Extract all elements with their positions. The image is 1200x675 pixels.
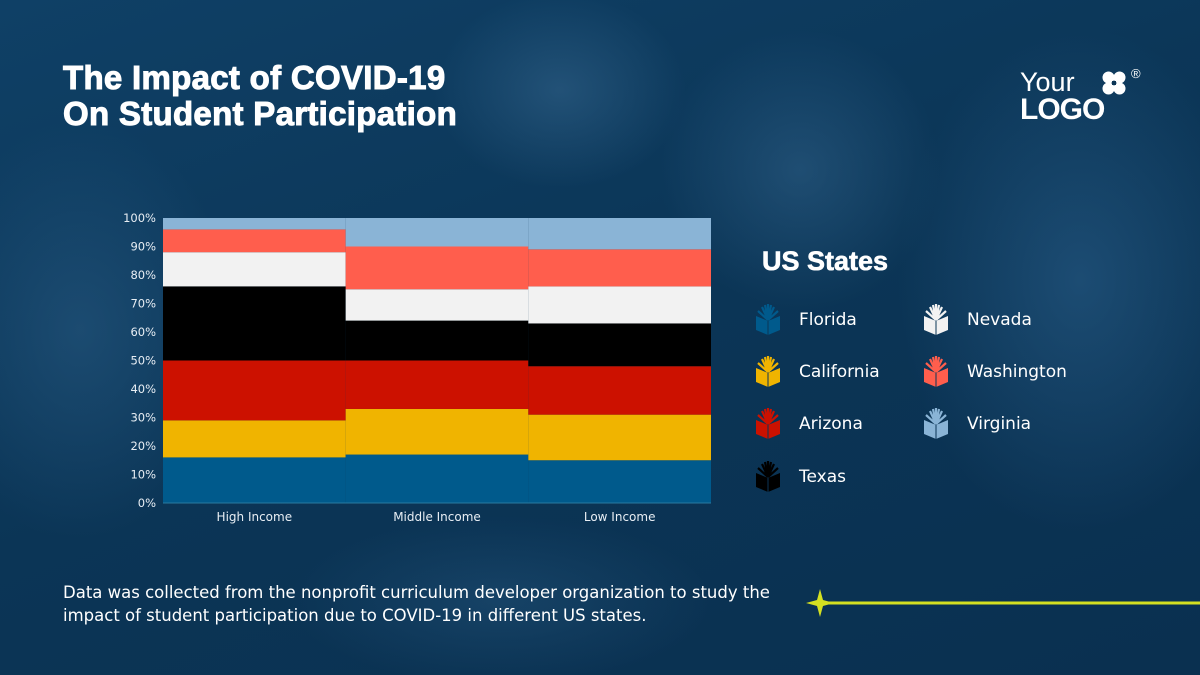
title-line-2: On Student Participation [62,95,458,132]
book-icon [924,408,948,439]
y-tick-label: 40% [130,382,156,396]
y-tick-label: 50% [130,354,156,368]
legend-label: Washington [967,362,1067,382]
legend-label: Nevada [967,310,1032,330]
registered-mark: ® [1131,66,1141,81]
logo: Your LOGO ® [1020,66,1141,126]
bar-segment-washington [345,246,529,290]
book-icon [924,304,948,335]
book-icon [756,356,780,387]
page-title: The Impact of COVID-19 On Student Partic… [62,59,458,132]
bar-segment-florida [345,454,529,503]
legend-item-virginia: Virginia [921,408,1031,440]
legend-item-texas: Texas [753,461,846,493]
legend-title: US States [762,246,889,277]
legend-item-nevada: Nevada [921,304,1032,336]
bar-segment-virginia [528,218,711,250]
bar-segment-texas [528,323,711,367]
legend-label: Arizona [799,414,863,434]
x-tick-label: Low Income [584,510,656,524]
bar-segment-virginia [163,218,346,230]
legend-label: Florida [799,310,857,330]
legend-label: Texas [799,467,846,487]
y-tick-label: 20% [130,439,156,453]
logo-line-1: Your [1020,67,1075,97]
y-tick-label: 30% [130,411,156,425]
legend-label: Virginia [967,414,1032,434]
bar-segment-florida [163,457,346,503]
bar-segment-california [345,408,529,455]
legend-item-florida: Florida [753,304,857,336]
bar-segment-arizona [528,366,711,415]
bar-segment-florida [528,460,711,503]
bar-segment-virginia [345,218,529,247]
legend-item-california: California [753,356,880,388]
book-icon [756,304,780,335]
bar-segment-washington [163,229,346,253]
y-tick-label: 60% [130,325,156,339]
bar-segment-washington [528,249,711,287]
footer-note: Data was collected from the nonprofit cu… [63,583,770,625]
y-tick-label: 100% [123,211,156,225]
bar-segment-nevada [528,286,711,324]
y-tick-label: 90% [130,240,156,254]
legend-item-arizona: Arizona [753,408,863,440]
book-icon [756,461,780,492]
legend-item-washington: Washington [921,356,1067,388]
y-tick-label: 0% [138,496,156,510]
legend-label: California [799,362,880,382]
x-tick-label: High Income [217,510,293,524]
book-icon [924,356,948,387]
bar-segment-arizona [345,360,529,409]
bar-segment-california [163,420,346,458]
y-tick-label: 70% [130,297,156,311]
star-line-decoration [806,589,1200,617]
book-icon [756,408,780,439]
bar-segment-texas [345,320,529,361]
logo-mark-icon [1102,71,1126,95]
x-tick-label: Middle Income [393,510,481,524]
y-tick-label: 10% [130,468,156,482]
title-line-1: The Impact of COVID-19 [62,59,446,96]
logo-line-2: LOGO [1020,93,1105,126]
bar-segment-nevada [345,289,529,321]
bar-segment-texas [163,286,346,361]
bar-segment-arizona [163,360,346,421]
bar-segment-california [528,414,711,461]
bar-segment-nevada [163,252,346,287]
y-tick-label: 80% [130,268,156,282]
